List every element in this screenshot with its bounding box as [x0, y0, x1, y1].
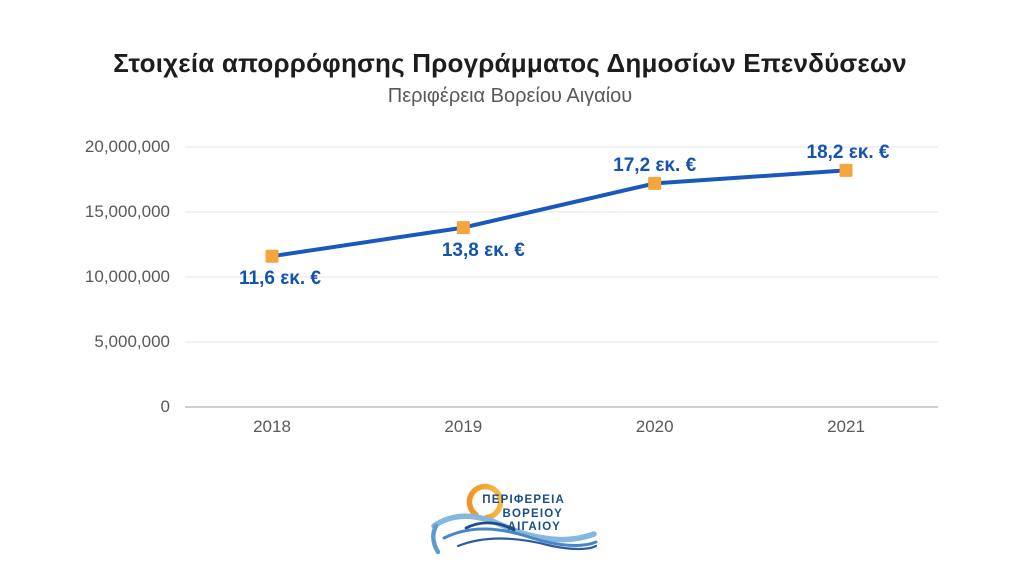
data-point-marker: [265, 249, 279, 263]
y-tick-label: 15,000,000: [84, 202, 170, 221]
chart-canvas: [185, 146, 938, 408]
data-point-label: 11,6 εκ. €: [239, 268, 321, 290]
plot-area: 20,000,000 15,000,000 10,000,000 5,000,000 0…: [85, 138, 938, 436]
x-tick-label: 2019: [444, 417, 483, 436]
y-tick-label: 5,000,000: [94, 332, 170, 351]
data-point-label: 13,8 εκ. €: [441, 239, 525, 261]
logo-text-line1: ΠΕΡΙΦΕΡΕΙΑ: [482, 494, 565, 506]
chart-title: Στοιχεία απορρόφησης Προγράμματος Δημοσί…: [113, 48, 907, 78]
data-point-label: 17,2 εκ. €: [613, 155, 697, 177]
chart-subtitle: Περιφέρεια Βορείου Αιγαίου: [387, 85, 633, 107]
y-tick-label: 10,000,000: [84, 267, 170, 286]
data-point-marker: [456, 221, 470, 235]
data-point-label: 18,2 εκ. €: [806, 142, 890, 164]
logo-text-line3: ΑΙΓΑΙΟΥ: [508, 521, 561, 533]
data-point-marker: [648, 176, 662, 190]
x-tick-label: 2021: [827, 417, 865, 436]
x-tick-label: 2020: [635, 417, 674, 436]
y-tick-label: 0: [160, 397, 170, 416]
x-tick-label: 2018: [253, 417, 291, 436]
data-point-marker: [839, 163, 853, 177]
y-tick-label: 20,000,000: [84, 137, 170, 156]
region-logo: ΠΕΡΙΦΕΡΕΙΑ ΒΟΡΕΙΟΥ ΑΙΓΑΙΟΥ: [431, 483, 598, 555]
sea-waves-icon: [431, 513, 598, 555]
data-line: [270, 168, 848, 259]
logo-text-line2: ΒΟΡΕΙΟΥ: [503, 508, 563, 520]
